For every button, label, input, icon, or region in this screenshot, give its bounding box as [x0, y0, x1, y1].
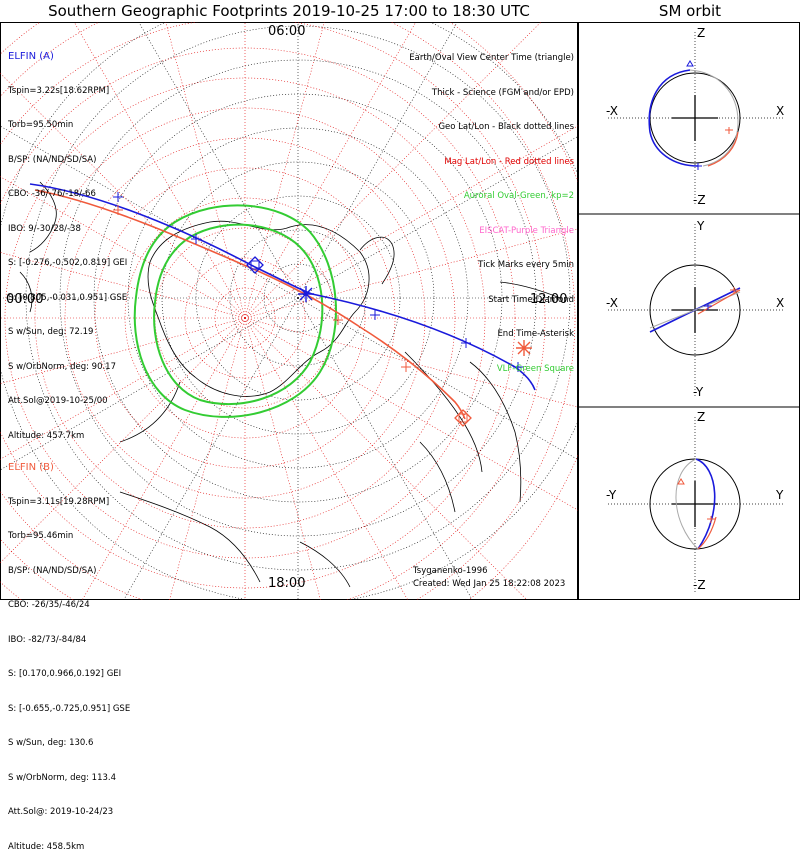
created-timestamp: Created: Wed Jan 25 18:22:08 2023: [413, 579, 566, 589]
legend-item: VLF-Green Square: [496, 363, 574, 374]
elfin-b-line: S: [-0.655,-0.725,0.951] GSE: [8, 703, 131, 714]
model-credit: Tsyganenko-1996: [413, 566, 488, 576]
legend-item: Auroral Oval-Green, kp=2: [463, 191, 574, 201]
map-title: Southern Geographic Footprints 2019-10-2…: [48, 2, 530, 20]
elfin-a-line: Att.Sol@2019-10-25/00: [8, 396, 108, 406]
elfin-a-line: S w/OrbNorm, deg: 90.17: [8, 361, 117, 372]
elfin-b-line: IBO: -82/73/-84/84: [8, 634, 87, 645]
clock-label-left: 00:00: [6, 292, 44, 307]
elfin-b-ticks: [113, 205, 411, 372]
elfin-b-line: Att.Sol@: 2019-10-24/23: [8, 807, 114, 817]
legend-item: EISCAT-Purple Triangle: [479, 225, 574, 236]
legend-item: Mag Lat/Lon - Red dotted lines: [444, 156, 574, 167]
geo-grid: [0, 22, 578, 600]
sm-panel-yz: [608, 417, 783, 592]
map-frame: [0, 22, 578, 600]
elfin-b-line: B/SP: (NA/ND/SD/SA): [8, 565, 97, 576]
auroral-oval-inner: [153, 223, 324, 406]
elfin-a-name: ELFIN (A): [8, 51, 54, 62]
sm-panel-xz: [608, 32, 783, 204]
elfin-b-line: Torb=95.46min: [8, 531, 74, 541]
sm-p3-right: Y: [776, 488, 784, 502]
sm-p2-right: X: [776, 296, 785, 310]
elfin-a-line: Torb=95.50min: [8, 120, 74, 130]
elfin-b-start-diamond: [454, 409, 472, 427]
elfin-a-line: Altitude: 457.7km: [8, 430, 85, 441]
elfin-b-line: S w/OrbNorm, deg: 113.4: [8, 772, 117, 783]
elfin-b-line: Tspin=3.11s[19.28RPM]: [8, 496, 110, 507]
sm-orbit-title: SM orbit: [658, 2, 722, 20]
sm-p3-bottom: -Z: [693, 578, 706, 592]
sm-p3-top: Z: [697, 410, 706, 424]
sm-frame: [578, 22, 800, 600]
sm-orbit-panels: [578, 22, 800, 600]
elfin-a-ticks: [113, 192, 523, 372]
legend-item: Geo Lat/Lon - Black dotted lines: [438, 122, 574, 132]
elfin-a-start-diamond: [246, 256, 264, 274]
sm-p1-top: Z: [697, 26, 706, 40]
sm-p2-bottom: -Y: [693, 385, 704, 399]
elfin-a-line: S w/Sun, deg: 72.19: [8, 327, 94, 337]
legend-item: Earth/Oval View Center Time (triangle): [409, 53, 574, 63]
elfin-a-line: S: [0.305,-0.031,0.951] GSE: [8, 292, 128, 303]
elfin-a-end-asterisk: [298, 286, 314, 302]
clock-label-right: 12:00: [530, 292, 568, 307]
elfin-a-line: Tspin=3.22s[18.62RPM]: [8, 85, 110, 96]
sm-p2-left: -X: [606, 296, 618, 310]
legend-item: Tick Marks every 5min: [478, 260, 574, 270]
elfin-b-line: S: [0.170,0.966,0.192] GEI: [8, 669, 122, 679]
legend-item: Thick - Science (FGM and/or EPD): [431, 87, 574, 98]
sm-panel-xy: [608, 224, 783, 398]
polar-footprint-map: [0, 22, 578, 600]
sm-p2-top: Y: [697, 219, 705, 233]
sm-p1-left: -X: [606, 104, 618, 118]
elfin-b-end-asterisk: [516, 340, 532, 356]
elfin-a-line: CBO: -36/-76/-18/-66: [8, 189, 96, 199]
sm-p1-right: X: [776, 104, 785, 118]
elfin-a-line: B/SP: (NA/ND/SD/SA): [8, 154, 97, 165]
sm-p3-left: -Y: [606, 488, 617, 502]
elfin-b-info: ELFIN (B) Tspin=3.11s[19.28RPM] Torb=95.…: [8, 439, 130, 865]
elfin-b-line: CBO: -26/35/-46/24: [8, 600, 90, 610]
map-legend: Earth/Oval View Center Time (triangle) T…: [409, 30, 574, 387]
legend-item: End Time-Asterisk: [497, 329, 574, 339]
clock-label-top: 06:00: [268, 24, 306, 39]
legend-item: Start Time-Diamond: [488, 294, 574, 305]
auroral-oval-outer: [133, 204, 337, 418]
sm-p1-bottom: -Z: [693, 193, 706, 207]
mag-grid: [0, 22, 578, 600]
elfin-a-info: ELFIN (A) Tspin=3.22s[18.62RPM] Torb=95.…: [8, 28, 127, 454]
elfin-b-line: S w/Sun, deg: 130.6: [8, 738, 94, 748]
clock-label-bottom: 18:00: [268, 576, 306, 591]
elfin-a-line: S: [-0.276,-0.502,0.819] GEI: [8, 258, 128, 268]
elfin-b-name: ELFIN (B): [8, 462, 54, 473]
elfin-b-line: Altitude: 458.5km: [8, 841, 85, 852]
elfin-b-track: [34, 189, 466, 420]
elfin-a-line: IBO: 9/-30/28/-38: [8, 223, 81, 234]
